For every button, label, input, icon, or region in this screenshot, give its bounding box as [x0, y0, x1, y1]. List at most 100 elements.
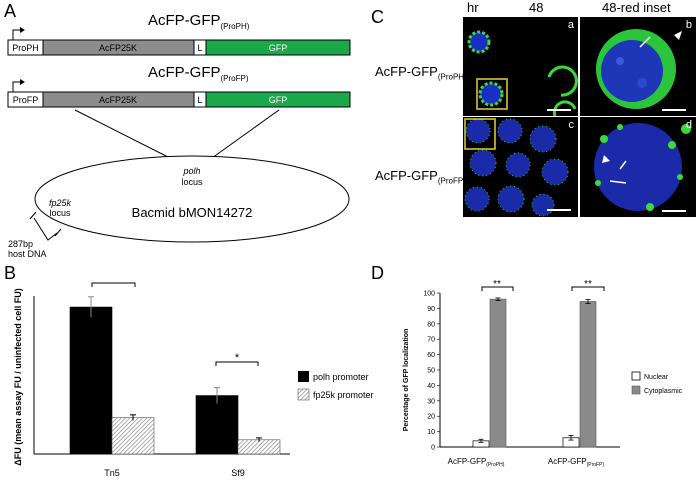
linker2-label: L: [197, 95, 202, 105]
chart-b-legend-swatch-fp25k: [297, 388, 310, 401]
gfp2-label: GFP: [269, 95, 288, 105]
micrograph-a-image: [467, 30, 578, 116]
construct1-title: AcFP-GFP(ProPH): [148, 12, 249, 31]
chart-d: Percentage of GFP localization 0 10 20 30 40…: [403, 280, 683, 468]
cell-fragment: [552, 100, 577, 116]
promoter2-label: ProFP: [13, 95, 39, 105]
construct1-title-sub: (ProPH): [220, 22, 250, 31]
gfp2-box: [205, 91, 351, 108]
promoter1-label: ProPH: [12, 43, 39, 53]
cell-fragment: [547, 65, 578, 97]
host-dna-wedge: [33, 217, 58, 241]
gene2-label: AcFP25K: [99, 95, 137, 105]
tile-d-letter: d: [685, 119, 692, 131]
chart-d-ytick: 20: [427, 414, 435, 421]
gfp-foci: [646, 203, 654, 211]
host-dna-label-1: 287bp: [8, 239, 33, 249]
cell: [465, 118, 491, 144]
chart-d-ytick: 40: [427, 383, 435, 390]
panel-d-letter: D: [371, 263, 384, 283]
row1-label: AcFP-GFP(ProPH): [375, 64, 467, 82]
chart-d-ytick: 10: [427, 429, 435, 436]
cell: [497, 185, 525, 213]
row2-label-sub: (ProFP): [437, 176, 466, 186]
bar-sf9-series-0: [195, 395, 239, 455]
gfp-foci: [668, 141, 676, 149]
col-inset-label: 48-red inset: [602, 0, 671, 15]
tile-c-letter: c: [568, 119, 575, 131]
row1-label-sub: (ProPH): [437, 72, 467, 82]
gfp-foci: [681, 124, 691, 134]
chart-b-legend-fp25k: fp25k promoter: [313, 390, 374, 400]
cell: [529, 125, 557, 153]
panel-c-letter: C: [371, 7, 384, 27]
polh-locus-label: polh: [182, 166, 200, 176]
chart-d-xtick-1: AcFP-GFP(ProPH): [448, 457, 505, 468]
insert-line-right: [211, 109, 280, 159]
fp25k-locus-label: fp25k: [49, 198, 72, 208]
chart-b-bars: [69, 296, 281, 455]
chart-d-legend-swatch-nuclear: [631, 371, 641, 381]
gfp1-box: [205, 39, 351, 56]
cell: [531, 193, 555, 217]
bar-group-1-series-1: [579, 301, 597, 448]
row2-label-main: AcFP-GFP: [375, 168, 438, 183]
chart-d-sig-2: **: [584, 280, 592, 290]
nucleus-texture: [637, 78, 647, 88]
chart-b-ylabel: ΔFU (mean assay FU / uninfected cell FU): [13, 288, 23, 466]
chart-d-xtick-2: AcFP-GFP(ProFP): [548, 457, 605, 468]
host-dna-tick-left: [29, 211, 37, 220]
chart-d-ylabel: Percentage of GFP localization: [403, 329, 410, 432]
chart-d-ytick: 60: [427, 352, 435, 359]
chart-d-ytick: 100: [423, 291, 435, 298]
arrow: [609, 180, 627, 184]
chart-b-xticks: Tn5 Sf9: [104, 468, 245, 478]
chart-d-sig-1: **: [493, 280, 501, 290]
chart-d-ytick: 70: [427, 337, 435, 344]
row1-label-main: AcFP-GFP: [375, 64, 438, 79]
chart-b-legend-swatch-polh: [298, 371, 309, 382]
bar-sf9-series-1: [237, 439, 281, 455]
micrograph-b: b: [580, 17, 696, 116]
promoter1-arrowhead: [20, 27, 25, 33]
insert-line-left: [74, 109, 171, 159]
nucleus-texture: [616, 57, 624, 65]
panel-b-letter: B: [4, 263, 17, 283]
cell: [469, 149, 497, 177]
micrograph-c-image: [464, 118, 571, 217]
micrograph-b-image: [596, 29, 686, 111]
micrograph-c: c: [463, 117, 578, 217]
chart-d-yticks: 0 10 20 30 40 50 60 70 80 90 100: [423, 291, 440, 452]
cell: [541, 158, 569, 186]
chart-d-ytick: 90: [427, 306, 435, 313]
bacmid-ellipse: [34, 155, 350, 243]
construct1-title-main: AcFP-GFP: [148, 12, 221, 29]
chart-d-ytick: 0: [431, 445, 435, 452]
chart-b-xtick-sf9: Sf9: [231, 468, 245, 478]
cell: [497, 118, 523, 144]
chart-d-xtick-1-main: AcFP-GFP: [448, 457, 487, 466]
gfp-foci: [677, 174, 683, 180]
promoter1-arrow: [12, 29, 22, 40]
arrowhead: [674, 31, 682, 40]
bacmid-label: Bacmid bMON14272: [132, 205, 253, 220]
cell: [505, 152, 531, 178]
construct2-title-main: AcFP-GFP: [148, 64, 221, 81]
gene1-label: AcFP25K: [99, 43, 137, 53]
chart-b-xtick-tn5: Tn5: [104, 468, 120, 478]
micrograph-d: d: [580, 117, 696, 217]
inset-box: [464, 118, 496, 150]
bar-group-0-series-1: [489, 298, 507, 448]
chart-b-legend-polh: polh promoter: [313, 372, 369, 382]
chart-b: ΔFU (mean assay FU / uninfected cell FU)…: [13, 280, 374, 478]
host-dna-label-2: host DNA: [8, 249, 47, 259]
cell: [478, 81, 504, 107]
chart-d-xtick-2-main: AcFP-GFP: [548, 457, 587, 466]
chart-b-sig-bracket-2: [215, 361, 259, 366]
chart-d-legend-cytoplasmic: Cytoplasmic: [644, 388, 683, 395]
fp25k-locus-word: locus: [49, 208, 71, 218]
linker1-label: L: [197, 43, 202, 53]
cell-nucleus: [601, 40, 663, 102]
cell: [464, 186, 490, 212]
tile-b-letter: b: [685, 19, 692, 31]
